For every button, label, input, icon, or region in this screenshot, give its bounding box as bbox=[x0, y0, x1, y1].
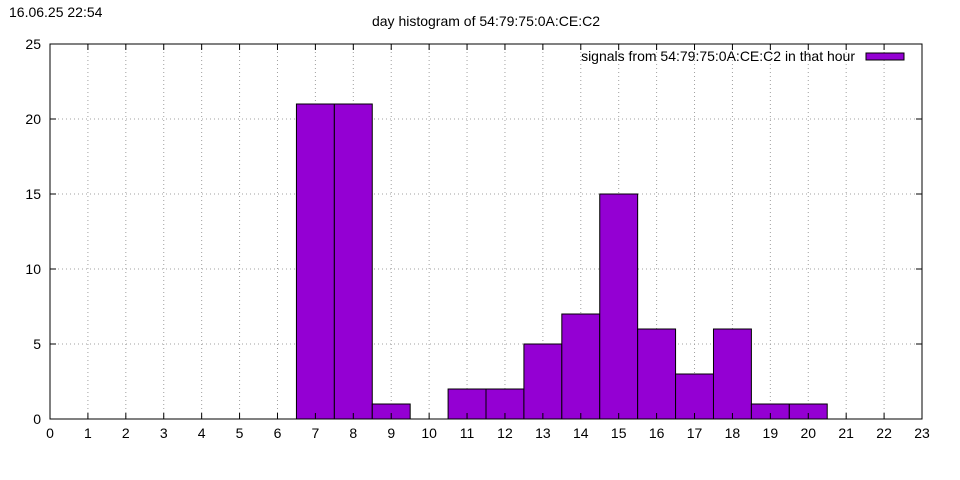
x-tick-label-23: 23 bbox=[914, 425, 930, 441]
bar-hour-18 bbox=[712, 328, 752, 420]
bar-hour-17 bbox=[675, 373, 714, 420]
x-tick-label-19: 19 bbox=[763, 425, 779, 441]
x-tick-label-4: 4 bbox=[198, 425, 206, 441]
x-tick-label-9: 9 bbox=[387, 425, 395, 441]
x-tick-label-15: 15 bbox=[611, 425, 627, 441]
x-tick-label-14: 14 bbox=[573, 425, 589, 441]
bar-hour-15 bbox=[599, 193, 639, 420]
x-tick-label-6: 6 bbox=[274, 425, 282, 441]
x-tick-label-21: 21 bbox=[838, 425, 854, 441]
x-tick-label-17: 17 bbox=[687, 425, 703, 441]
x-tick-label-20: 20 bbox=[800, 425, 816, 441]
x-tick-label-1: 1 bbox=[84, 425, 92, 441]
chart-title: day histogram of 54:79:75:0A:CE:C2 bbox=[372, 13, 600, 29]
bar-hour-14 bbox=[561, 313, 601, 420]
y-tick-label-20: 20 bbox=[25, 111, 41, 127]
x-tick-label-7: 7 bbox=[311, 425, 319, 441]
x-tick-label-13: 13 bbox=[535, 425, 551, 441]
bar-hour-13 bbox=[523, 343, 563, 420]
y-tick-label-10: 10 bbox=[25, 261, 41, 277]
legend-label: signals from 54:79:75:0A:CE:C2 in that h… bbox=[581, 48, 855, 64]
x-tick-label-8: 8 bbox=[349, 425, 357, 441]
plot-frame bbox=[49, 43, 923, 420]
x-tick-label-5: 5 bbox=[236, 425, 244, 441]
x-tick-label-16: 16 bbox=[649, 425, 665, 441]
timestamp: 16.06.25 22:54 bbox=[9, 4, 103, 20]
axis-ticks: 0 1 2 3 4 5 6 7 8 9 10 11 12 13 14 15 16 17 18 19 20 21 22 2305… bbox=[25, 36, 930, 441]
x-tick-label-22: 22 bbox=[876, 425, 892, 441]
bar-hour-16 bbox=[637, 328, 677, 420]
x-tick-label-3: 3 bbox=[160, 425, 168, 441]
x-tick-label-11: 11 bbox=[460, 425, 475, 441]
legend: signals from 54:79:75:0A:CE:C2 in that h… bbox=[581, 48, 905, 64]
y-tick-label-5: 5 bbox=[33, 336, 41, 352]
bars bbox=[295, 103, 828, 420]
grid-lines bbox=[50, 44, 922, 419]
x-tick-label-12: 12 bbox=[497, 425, 513, 441]
x-tick-label-10: 10 bbox=[421, 425, 437, 441]
bar-hour-7 bbox=[295, 103, 335, 420]
legend-swatch bbox=[865, 52, 905, 61]
bar-hour-8 bbox=[333, 103, 373, 420]
y-tick-label-0: 0 bbox=[33, 411, 41, 427]
y-tick-label-25: 25 bbox=[25, 36, 41, 52]
y-tick-label-15: 15 bbox=[25, 186, 41, 202]
x-tick-label-0: 0 bbox=[46, 425, 54, 441]
x-tick-label-2: 2 bbox=[122, 425, 130, 441]
x-tick-label-18: 18 bbox=[725, 425, 741, 441]
